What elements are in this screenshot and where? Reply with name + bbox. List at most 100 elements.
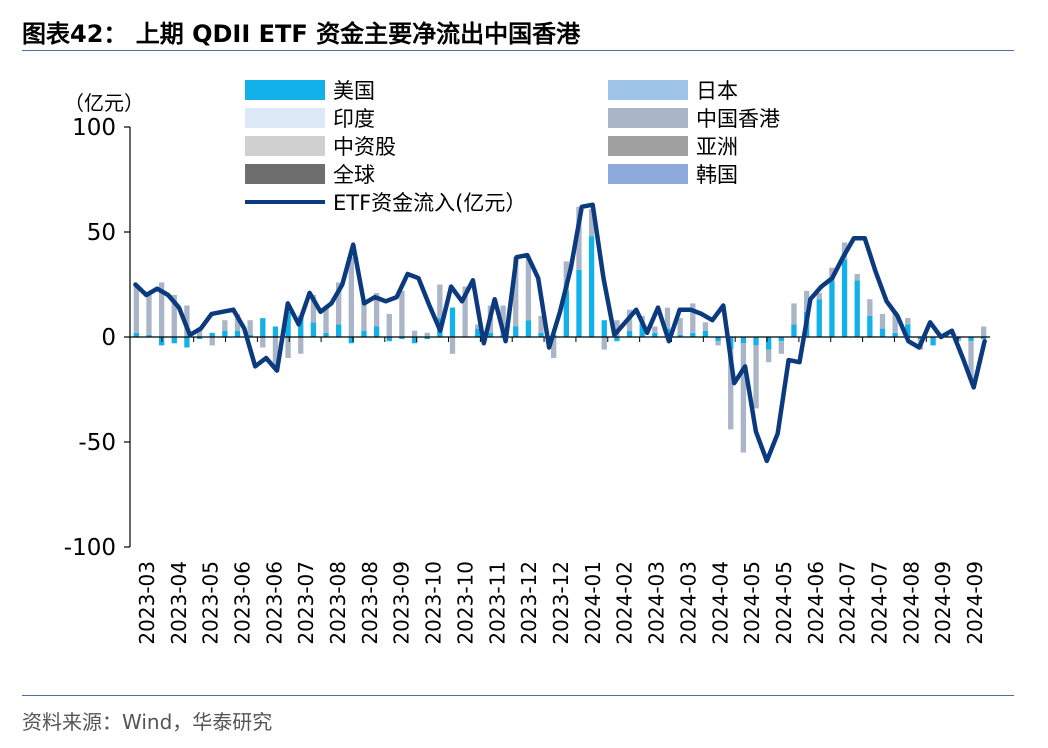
bar-3-33 — [551, 337, 557, 358]
bar-3-3 — [171, 295, 177, 337]
bar-0-14 — [310, 322, 317, 337]
y-tick-label-1: 50 — [87, 220, 116, 246]
bar-3-37 — [601, 337, 607, 350]
bar-3-44 — [690, 303, 696, 333]
bar-3-1 — [146, 292, 152, 335]
bar-0-34 — [563, 290, 569, 337]
legend-swatch-5 — [608, 136, 688, 156]
bar-3-58 — [867, 299, 873, 316]
bar-3-34 — [563, 261, 569, 291]
x-tick-label-9: 2023-10 — [422, 561, 446, 645]
bar-0-31 — [525, 320, 532, 337]
bar-3-26 — [462, 286, 468, 337]
legend-label-1: 日本 — [696, 79, 738, 103]
x-tick-label-22: 2024-07 — [836, 561, 860, 645]
bar-3-9 — [247, 320, 253, 335]
x-tick-label-2: 2023-05 — [199, 561, 223, 645]
x-tick-label-4: 2023-06 — [262, 561, 286, 645]
bar-3-29 — [500, 305, 506, 335]
bar-0-23 — [424, 337, 430, 340]
bar-3-27 — [475, 324, 481, 329]
bar-3-42 — [664, 307, 671, 329]
legend-swatch-2 — [245, 108, 325, 128]
bar-3-22 — [411, 330, 418, 337]
bar-3-13 — [298, 337, 304, 354]
bar-0-21 — [399, 337, 405, 340]
x-tick-label-17: 2024-03 — [676, 561, 700, 645]
bar-0-20 — [386, 337, 392, 342]
bar-0-46 — [715, 337, 721, 342]
bar-0-12 — [285, 311, 291, 337]
bar-0-9 — [247, 334, 253, 337]
bar-3-4 — [184, 305, 190, 337]
bar-3-25 — [449, 337, 456, 354]
bar-0-16 — [336, 324, 342, 337]
bar-0-67 — [981, 337, 987, 340]
legend-line-label: ETF资金流入(亿元） — [333, 191, 526, 215]
bar-0-50 — [766, 337, 772, 350]
bar-3-15 — [323, 307, 329, 333]
bar-0-6 — [209, 332, 215, 337]
bar-0-4 — [184, 337, 190, 348]
bar-0-0 — [133, 332, 139, 337]
legend-label-5: 亚洲 — [696, 135, 738, 159]
x-tick-label-26: 2024-09 — [963, 561, 987, 645]
bar-3-2 — [158, 282, 165, 337]
bar-3-35 — [576, 206, 582, 270]
chart-title: 图表42： 上期 QDII ETF 资金主要净流出中国香港 — [22, 20, 581, 48]
bar-0-49 — [753, 337, 759, 346]
bar-3-41 — [652, 326, 658, 333]
x-axis: 2023-03 2023-04 2023-05 2023-06 2023-06 2023-… — [129, 336, 990, 645]
x-tick-label-24: 2024-08 — [899, 561, 923, 645]
bar-0-22 — [411, 337, 418, 344]
legend-swatch-7 — [608, 164, 688, 184]
x-tick-label-11: 2023-11 — [485, 561, 509, 645]
bar-3-46 — [715, 341, 721, 346]
bar-3-45 — [702, 322, 709, 331]
source-note: 资料来源：Wind，华泰研究 — [22, 710, 273, 734]
bar-3-52 — [791, 303, 797, 325]
legend-swatch-6 — [245, 164, 325, 184]
bar-3-24 — [437, 284, 443, 319]
bar-3-43 — [677, 318, 683, 335]
legend-label-0: 美国 — [333, 79, 375, 103]
bar-3-23 — [424, 332, 430, 337]
x-tick-label-0: 2023-03 — [135, 561, 159, 645]
bar-3-0 — [133, 284, 139, 333]
bar-0-38 — [614, 337, 620, 342]
bar-0-43 — [677, 334, 683, 337]
x-tick-label-6: 2023-08 — [326, 561, 350, 645]
bar-3-48 — [740, 343, 747, 453]
x-tick-label-25: 2024-09 — [931, 561, 955, 645]
title-rule — [22, 50, 1014, 51]
bar-3-67 — [981, 326, 987, 337]
bar-0-35 — [576, 269, 582, 337]
legend-swatch-4 — [245, 136, 325, 156]
y-tick-label-2: 0 — [101, 325, 116, 351]
bar-3-31 — [525, 257, 532, 321]
bar-3-49 — [753, 345, 759, 409]
bar-0-56 — [841, 259, 848, 337]
bar-0-58 — [867, 316, 873, 337]
y-axis-unit-label: （亿元） — [64, 91, 144, 115]
bar-3-21 — [399, 290, 405, 337]
bar-0-3 — [171, 337, 177, 344]
bar-0-15 — [323, 332, 329, 337]
bar-3-12 — [285, 337, 291, 358]
x-tick-label-13: 2023-12 — [549, 561, 573, 645]
x-tick-label-18: 2024-04 — [708, 561, 732, 645]
bar-0-61 — [905, 324, 911, 337]
bar-0-66 — [968, 337, 974, 342]
x-tick-label-16: 2024-03 — [645, 561, 669, 645]
bar-0-52 — [791, 324, 797, 337]
bar-3-50 — [766, 349, 772, 363]
bar-3-20 — [386, 313, 392, 337]
bar-0-44 — [690, 332, 696, 337]
legend-label-2: 印度 — [333, 107, 375, 131]
bar-0-17 — [348, 337, 354, 344]
bar-0-25 — [449, 307, 456, 337]
legend-label-6: 全球 — [333, 163, 375, 187]
footer-rule — [22, 695, 1014, 696]
legend-label-4: 中资股 — [333, 135, 396, 159]
